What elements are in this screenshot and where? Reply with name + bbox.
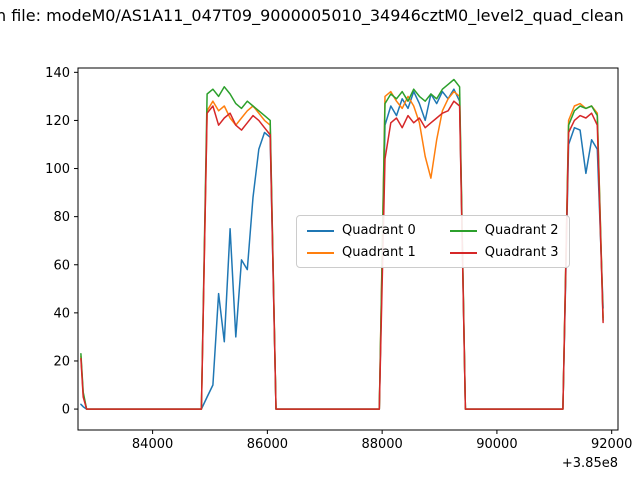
y-tick-label: 140 xyxy=(45,66,70,81)
x-offset-label: +3.85e8 xyxy=(562,456,618,471)
x-tick-label: 90000 xyxy=(476,437,517,452)
y-tick-label: 0 xyxy=(62,403,70,418)
legend-line-sample xyxy=(449,251,477,254)
legend-label: Quadrant 0 xyxy=(342,223,416,238)
legend-item-quadrant-3: Quadrant 3 xyxy=(449,245,559,260)
legend-line-sample xyxy=(307,229,334,232)
x-tick-label: 88000 xyxy=(361,437,402,452)
legend-line-sample xyxy=(307,251,334,254)
x-tick-label: 86000 xyxy=(247,437,288,452)
legend-item-quadrant-0: Quadrant 0 xyxy=(307,223,416,238)
x-tick-label: 84000 xyxy=(132,437,173,452)
x-tick-label: 92000 xyxy=(591,437,632,452)
legend-item-quadrant-1: Quadrant 1 xyxy=(307,245,416,260)
legend: Quadrant 0 Quadrant 2 Quadrant 1 Quadrant 3 xyxy=(296,215,570,268)
legend-item-quadrant-2: Quadrant 2 xyxy=(449,223,559,238)
y-tick-label: 40 xyxy=(53,306,70,321)
legend-label: Quadrant 3 xyxy=(484,245,559,260)
y-tick-label: 80 xyxy=(53,210,70,225)
y-tick-label: 100 xyxy=(45,162,70,177)
plot-title: n file: modeM0/AS1A11_047T09_9000005010_… xyxy=(0,6,624,25)
y-tick-label: 20 xyxy=(53,354,70,369)
legend-label: Quadrant 1 xyxy=(342,245,416,260)
y-tick-label: 120 xyxy=(45,114,70,129)
legend-label: Quadrant 2 xyxy=(484,223,559,238)
legend-line-sample xyxy=(449,229,477,232)
y-tick-label: 60 xyxy=(53,258,70,273)
series-line-quadrant-3 xyxy=(80,100,604,410)
